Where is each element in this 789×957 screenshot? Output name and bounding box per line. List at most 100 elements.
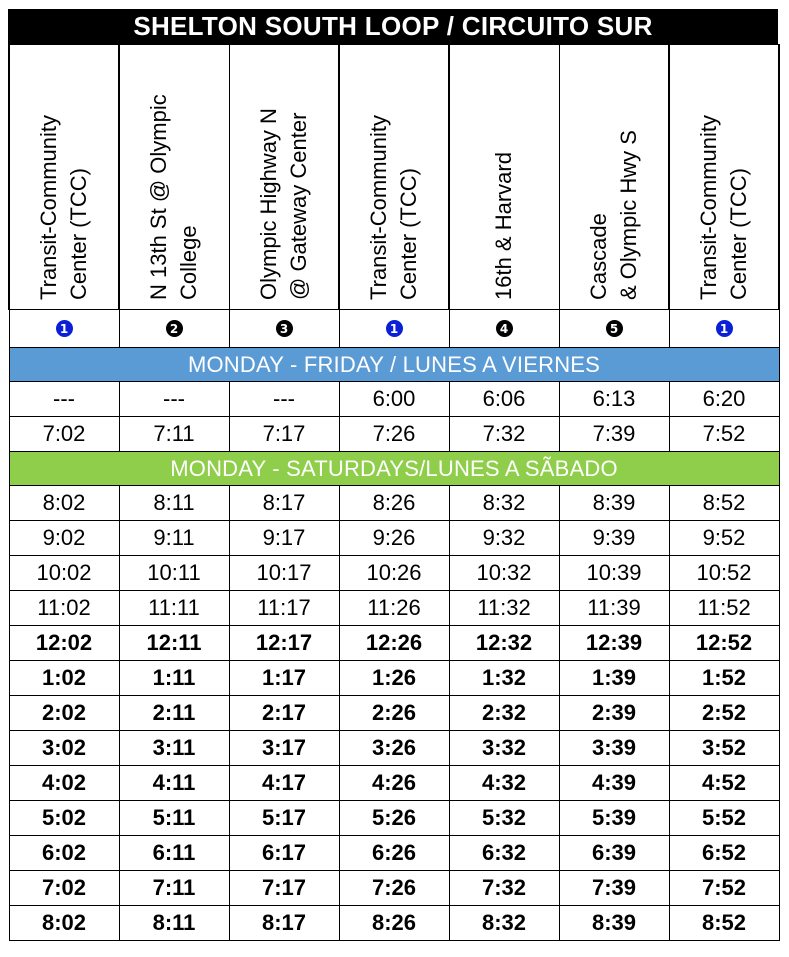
departure-time-cell: 4:26 xyxy=(338,765,450,801)
departure-time-cell: 6:26 xyxy=(338,835,450,871)
service-day-label: MONDAY - SATURDAYS/LUNES A SÃBADO xyxy=(8,451,780,486)
departure-time-cell: 8:11 xyxy=(118,905,230,941)
stop-number-badge-icon: 4 xyxy=(495,320,513,337)
stop-number-badge-icon: 3 xyxy=(275,320,293,337)
departure-time-cell: 11:32 xyxy=(448,590,560,626)
stop-number-cell: 3 xyxy=(228,309,340,348)
departure-time-cell: 9:52 xyxy=(668,520,780,556)
stop-number-badge-icon: 1 xyxy=(55,320,73,337)
stop-number-row: 1 2 3 1 4 5 1 xyxy=(8,309,780,348)
departure-time-cell: 1:52 xyxy=(668,660,780,696)
stop-number-cell: 5 xyxy=(558,309,670,348)
departure-time-cell: 2:02 xyxy=(8,695,120,731)
departure-time-cell: 6:13 xyxy=(558,381,670,417)
stop-name-label: N 13th St @ Olympic College xyxy=(146,93,202,300)
table-row: 6:02 6:11 6:17 6:26 6:32 6:39 6:52 xyxy=(8,835,780,871)
stop-number-badge-icon: 1 xyxy=(385,320,403,337)
departure-time-cell: 1:39 xyxy=(558,660,670,696)
departure-time-cell: 8:39 xyxy=(558,905,670,941)
stop-header-cell: N 13th St @ Olympic College xyxy=(118,44,230,310)
departure-time-cell: 9:17 xyxy=(228,520,340,556)
stop-header-cell: 16th & Harvard xyxy=(448,44,560,310)
stop-number-badge-icon: 5 xyxy=(605,320,623,337)
stop-name-label: Transit-Community Center (TCC) xyxy=(36,114,91,300)
departure-time-cell: 8:26 xyxy=(338,905,450,941)
departure-time-cell: 12:39 xyxy=(558,625,670,661)
table-row: 8:02 8:11 8:17 8:26 8:32 8:39 8:52 xyxy=(8,485,780,521)
departure-time-cell: 6:17 xyxy=(228,835,340,871)
departure-time-cell: 12:02 xyxy=(8,625,120,661)
stop-number-cell: 1 xyxy=(668,309,780,348)
departure-time-cell: 12:26 xyxy=(338,625,450,661)
departure-time-cell: 8:39 xyxy=(558,485,670,521)
stop-number-cell: 4 xyxy=(448,309,560,348)
departure-time-cell: 3:02 xyxy=(8,730,120,766)
stop-header-cell: Transit-Community Center (TCC) xyxy=(338,44,450,310)
departure-time-cell: 8:02 xyxy=(8,485,120,521)
departure-time-cell: 5:39 xyxy=(558,800,670,836)
table-row: 11:02 11:11 11:17 11:26 11:32 11:39 11:52 xyxy=(8,590,780,626)
departure-time-cell: 8:26 xyxy=(338,485,450,521)
table-row: 4:02 4:11 4:17 4:26 4:32 4:39 4:52 xyxy=(8,765,780,801)
departure-time-cell: 5:26 xyxy=(338,800,450,836)
departure-time-cell: 8:17 xyxy=(228,485,340,521)
departure-time-cell: 7:11 xyxy=(118,416,230,452)
departure-time-cell: 10:02 xyxy=(8,555,120,591)
departure-time-cell: 7:26 xyxy=(338,870,450,906)
departure-time-cell: 4:11 xyxy=(118,765,230,801)
table-row: 10:02 10:11 10:17 10:26 10:32 10:39 10:52 xyxy=(8,555,780,591)
departure-time-cell: 12:17 xyxy=(228,625,340,661)
departure-time-cell: 4:52 xyxy=(668,765,780,801)
departure-time-cell: 7:26 xyxy=(338,416,450,452)
departure-time-cell: 2:52 xyxy=(668,695,780,731)
departure-time-cell: 10:17 xyxy=(228,555,340,591)
departure-time-cell: 4:32 xyxy=(448,765,560,801)
table-row: 8:02 8:11 8:17 8:26 8:32 8:39 8:52 xyxy=(8,905,780,941)
departure-time-cell: 10:11 xyxy=(118,555,230,591)
departure-time-cell: 9:32 xyxy=(448,520,560,556)
departure-time-cell: 3:39 xyxy=(558,730,670,766)
departure-time-cell: 1:11 xyxy=(118,660,230,696)
departure-time-cell: 12:52 xyxy=(668,625,780,661)
schedule-table-container: SHELTON SOUTH LOOP / CIRCUITO SUR Transi… xyxy=(8,9,780,941)
departure-time-cell: 5:32 xyxy=(448,800,560,836)
departure-time-cell: 1:26 xyxy=(338,660,450,696)
departure-time-cell: 10:26 xyxy=(338,555,450,591)
departure-time-cell: 11:17 xyxy=(228,590,340,626)
departure-time-cell: 11:52 xyxy=(668,590,780,626)
departure-time-cell: 6:32 xyxy=(448,835,560,871)
stop-name-label: 16th & Harvard xyxy=(491,151,517,300)
departure-time-cell: 11:11 xyxy=(118,590,230,626)
departure-time-cell: --- xyxy=(118,381,230,417)
departure-time-cell: 6:00 xyxy=(338,381,450,417)
service-day-band: MONDAY - FRIDAY / LUNES A VIERNES xyxy=(8,347,780,382)
departure-time-cell: 6:11 xyxy=(118,835,230,871)
departure-time-cell: 11:26 xyxy=(338,590,450,626)
departure-time-cell: 8:17 xyxy=(228,905,340,941)
table-row: 9:02 9:11 9:17 9:26 9:32 9:39 9:52 xyxy=(8,520,780,556)
stop-number-cell: 1 xyxy=(8,309,120,348)
stop-header-row: Transit-Community Center (TCC) N 13th St … xyxy=(8,44,780,310)
service-day-label: MONDAY - FRIDAY / LUNES A VIERNES xyxy=(8,347,780,382)
table-row: 5:02 5:11 5:17 5:26 5:32 5:39 5:52 xyxy=(8,800,780,836)
table-row: 12:02 12:11 12:17 12:26 12:32 12:39 12:52 xyxy=(8,625,780,661)
departure-time-cell: --- xyxy=(228,381,340,417)
departure-time-cell: 5:17 xyxy=(228,800,340,836)
service-day-band: MONDAY - SATURDAYS/LUNES A SÃBADO xyxy=(8,451,780,486)
departure-time-cell: 6:39 xyxy=(558,835,670,871)
departure-time-cell: 1:32 xyxy=(448,660,560,696)
departure-time-cell: 8:32 xyxy=(448,905,560,941)
departure-time-cell: 2:11 xyxy=(118,695,230,731)
departure-time-cell: 12:11 xyxy=(118,625,230,661)
departure-time-cell: 8:11 xyxy=(118,485,230,521)
stop-name-label: Transit-Community Center (TCC) xyxy=(366,114,421,300)
departure-time-cell: --- xyxy=(8,381,120,417)
departure-time-cell: 7:02 xyxy=(8,416,120,452)
departure-time-cell: 5:11 xyxy=(118,800,230,836)
stop-name-label: Cascade & Olympic Hwy S xyxy=(585,129,641,300)
stop-header-cell: Olympic Highway N @ Gateway Center xyxy=(228,44,340,310)
departure-time-cell: 2:39 xyxy=(558,695,670,731)
departure-time-cell: 6:02 xyxy=(8,835,120,871)
departure-time-cell: 2:26 xyxy=(338,695,450,731)
departure-time-cell: 8:52 xyxy=(668,485,780,521)
